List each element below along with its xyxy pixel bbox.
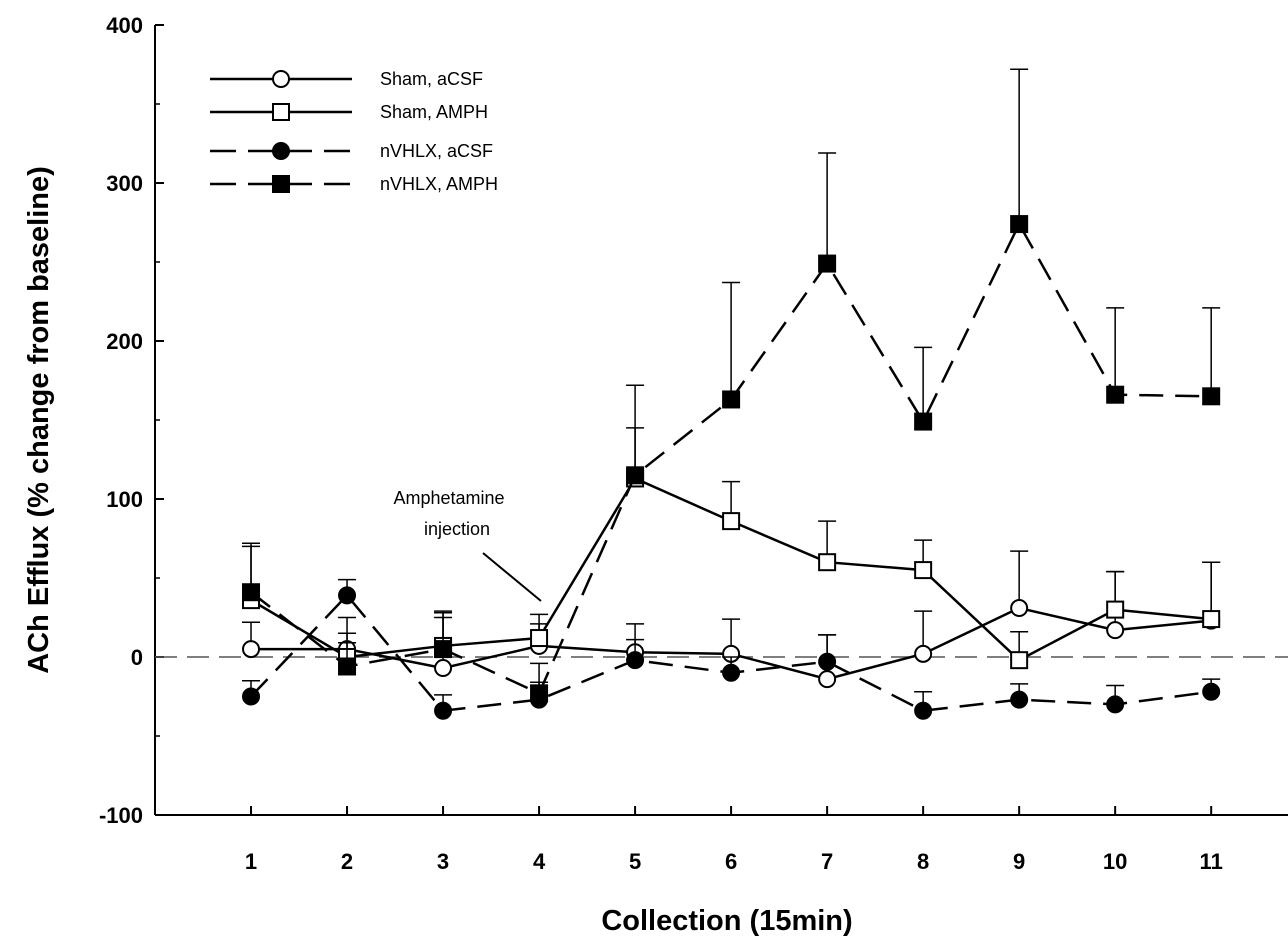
data-point — [722, 390, 741, 409]
data-point — [626, 651, 645, 670]
x-axis-title: Collection (15min) — [601, 905, 852, 937]
x-tick-label: 2 — [341, 849, 353, 874]
data-point — [434, 640, 453, 659]
data-point — [242, 583, 261, 602]
data-point — [818, 254, 837, 273]
x-tick-label: 9 — [1013, 849, 1025, 874]
x-tick-label: 7 — [821, 849, 833, 874]
x-tick-label: 10 — [1103, 849, 1127, 874]
x-tick-label: 6 — [725, 849, 737, 874]
data-point — [914, 701, 933, 720]
data-point — [722, 512, 741, 531]
data-point — [914, 412, 933, 431]
annotation-line-1: Amphetamine — [393, 488, 504, 508]
data-point — [338, 586, 357, 605]
legend-label: nVHLX, aCSF — [380, 141, 493, 161]
data-point — [434, 701, 453, 720]
data-point — [434, 659, 453, 678]
data-point — [722, 663, 741, 682]
data-point — [1202, 387, 1221, 406]
annotation-line-2: injection — [424, 519, 490, 539]
data-point — [1010, 651, 1029, 670]
data-point — [818, 553, 837, 572]
legend: Sham, aCSF Sham, AMPH nVHLX, aCSF nVHLX, AM… — [210, 69, 498, 194]
series-2 — [242, 427, 1221, 670]
legend-label: Sham, AMPH — [380, 102, 488, 122]
legend-marker — [272, 175, 290, 193]
legend-label: nVHLX, AMPH — [380, 174, 498, 194]
x-tick-label: 1 — [245, 849, 257, 874]
x-tick-label: 4 — [533, 849, 546, 874]
legend-marker — [272, 142, 290, 160]
y-tick-label: 100 — [106, 487, 143, 512]
legend-marker — [272, 103, 290, 121]
data-point — [1202, 682, 1221, 701]
y-axis-title: ACh Efflux (% change from baseline) — [23, 166, 55, 674]
data-point — [530, 629, 549, 648]
data-point — [1106, 695, 1125, 714]
data-point — [242, 687, 261, 706]
annotation-arrow — [482, 552, 542, 602]
annotation: Amphetamine injection — [393, 488, 542, 602]
y-tick-label: 300 — [106, 171, 143, 196]
x-tick-label: 5 — [629, 849, 641, 874]
data-point — [1010, 599, 1029, 618]
y-tick-label: 400 — [106, 13, 143, 38]
data-point — [1010, 690, 1029, 709]
legend-marker — [272, 70, 290, 88]
data-point — [338, 657, 357, 676]
x-tick-label: 8 — [917, 849, 929, 874]
data-point — [1010, 215, 1029, 234]
data-point — [1106, 621, 1125, 640]
y-tick-label: 0 — [131, 645, 143, 670]
y-tick-label: 200 — [106, 329, 143, 354]
x-tick-label: 3 — [437, 849, 449, 874]
x-tick-label: 11 — [1200, 849, 1223, 874]
data-point — [626, 466, 645, 485]
data-point — [1202, 610, 1221, 629]
series-group — [242, 68, 1221, 720]
data-point — [242, 640, 261, 659]
axes: -100 0 100 200 300 400 1 2 3 4 5 6 7 8 9 10 11 — [99, 13, 1288, 874]
data-point — [914, 644, 933, 663]
y-tick-label: -100 — [99, 803, 143, 828]
data-point — [914, 561, 933, 580]
legend-label: Sham, aCSF — [380, 69, 483, 89]
data-point — [818, 670, 837, 689]
data-point — [530, 684, 549, 703]
data-point — [1106, 600, 1125, 619]
series-4 — [242, 68, 1221, 703]
data-point — [818, 652, 837, 671]
data-point — [1106, 385, 1125, 404]
